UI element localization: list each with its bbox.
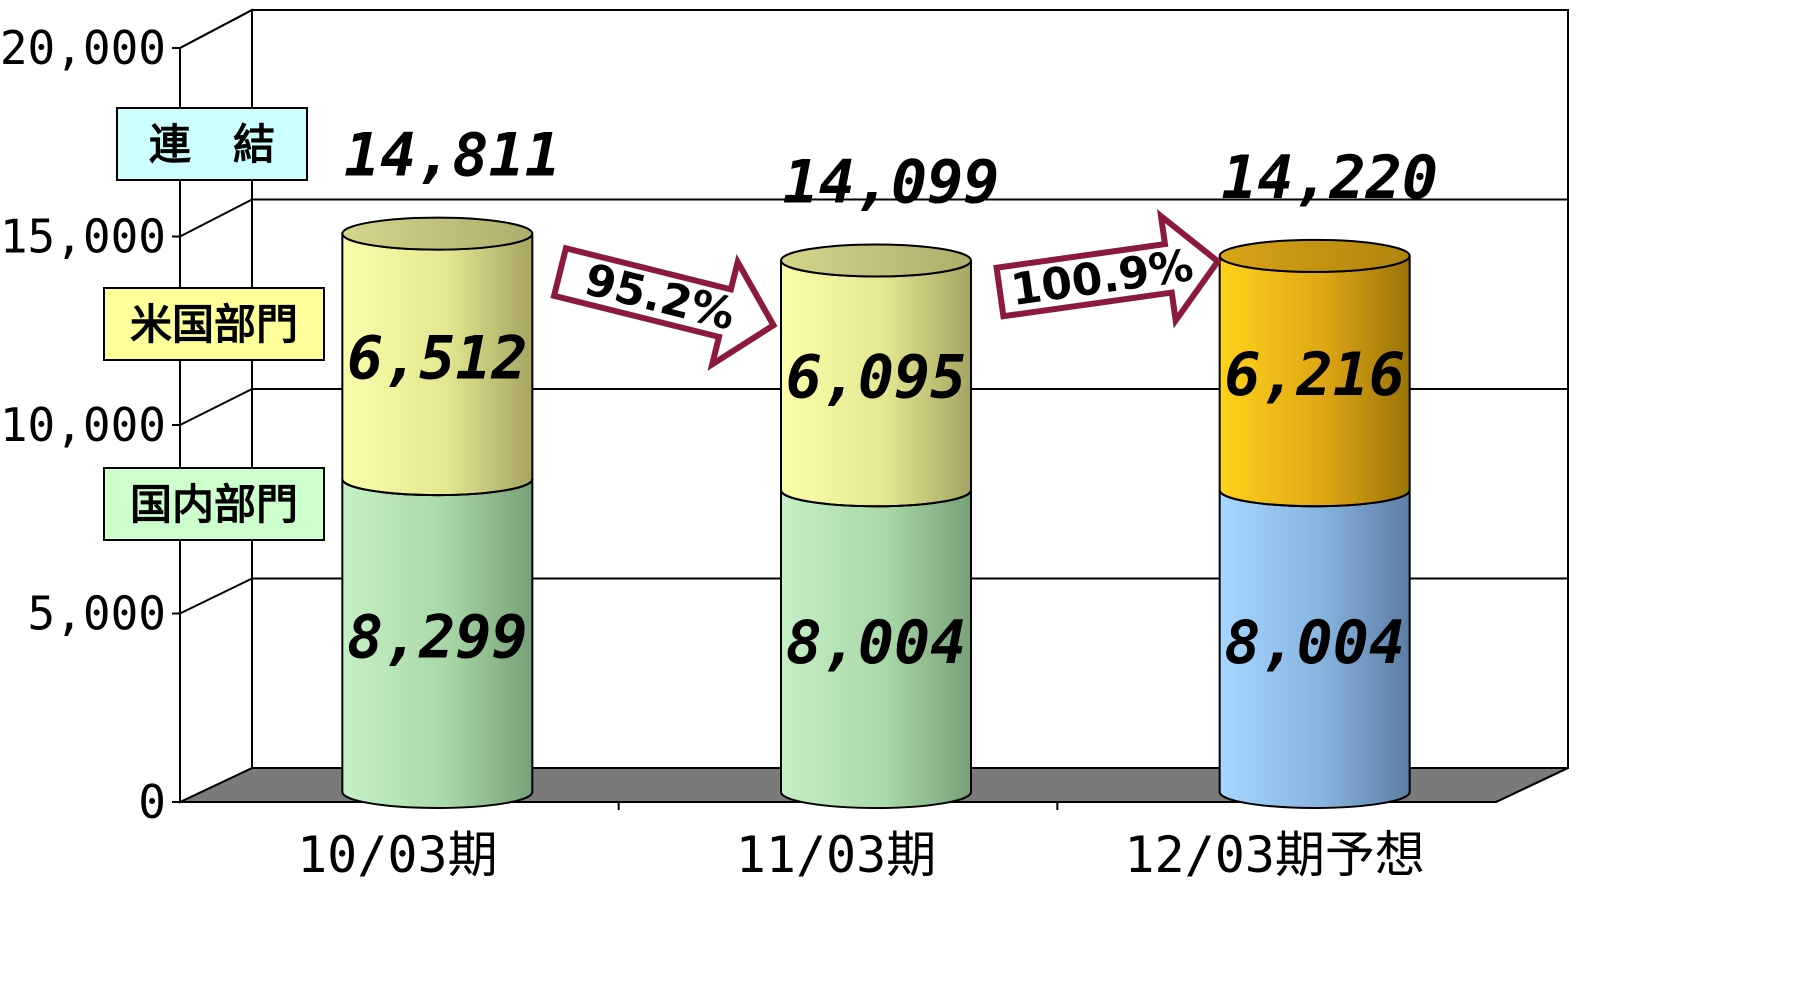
x-tick-label: 10/03期	[297, 826, 498, 884]
gridline-depth	[179, 198, 253, 238]
legend-box	[116, 107, 308, 181]
bar-top-cap	[1218, 238, 1411, 273]
data-label-total: 14,220	[1221, 143, 1438, 213]
gridline-depth	[179, 388, 253, 426]
gridline-depth	[179, 9, 253, 49]
growth-arrow-shape	[550, 244, 778, 371]
y-tick-label: 5,000	[28, 587, 166, 641]
bar-top-cap	[780, 243, 972, 278]
legend-label: 国内部門	[130, 480, 298, 529]
chart-bars	[341, 216, 1411, 809]
data-label-total: 14,811	[344, 121, 561, 191]
bar-top-cap	[341, 216, 534, 251]
x-axis-depth	[1495, 767, 1569, 803]
data-label-us: 6,095	[786, 342, 967, 412]
data-label-domestic: 8,299	[347, 603, 528, 673]
legend-label: 連 結	[149, 120, 275, 169]
gridline-depth	[179, 577, 253, 615]
data-label-us: 6,512	[347, 323, 528, 393]
legend-box	[103, 287, 325, 361]
growth-arrow-shape	[993, 209, 1222, 329]
chart-labels: 8,299 6,512 14,811 10/03期 8,004 6,095 14,099 11…	[297, 121, 1438, 884]
bar-segment-boundary	[1218, 490, 1411, 508]
data-label-domestic: 8,004	[786, 608, 967, 678]
legend-label: 米国部門	[130, 300, 298, 349]
y-tick-label: 10,000	[0, 398, 166, 452]
data-label-total: 14,099	[783, 147, 1000, 217]
data-label-domestic: 8,004	[1224, 608, 1405, 678]
y-tick-label: 20,000	[0, 21, 166, 75]
bar-segment-boundary	[341, 478, 534, 497]
data-label-us: 6,216	[1224, 340, 1405, 410]
x-tick-label: 12/03期予想	[1124, 826, 1425, 884]
bar-segment-boundary	[780, 490, 972, 508]
y-tick-label: 15,000	[0, 210, 166, 264]
legend-box	[103, 467, 325, 541]
x-tick-label: 11/03期	[736, 826, 937, 884]
y-tick-label: 0	[138, 775, 166, 829]
